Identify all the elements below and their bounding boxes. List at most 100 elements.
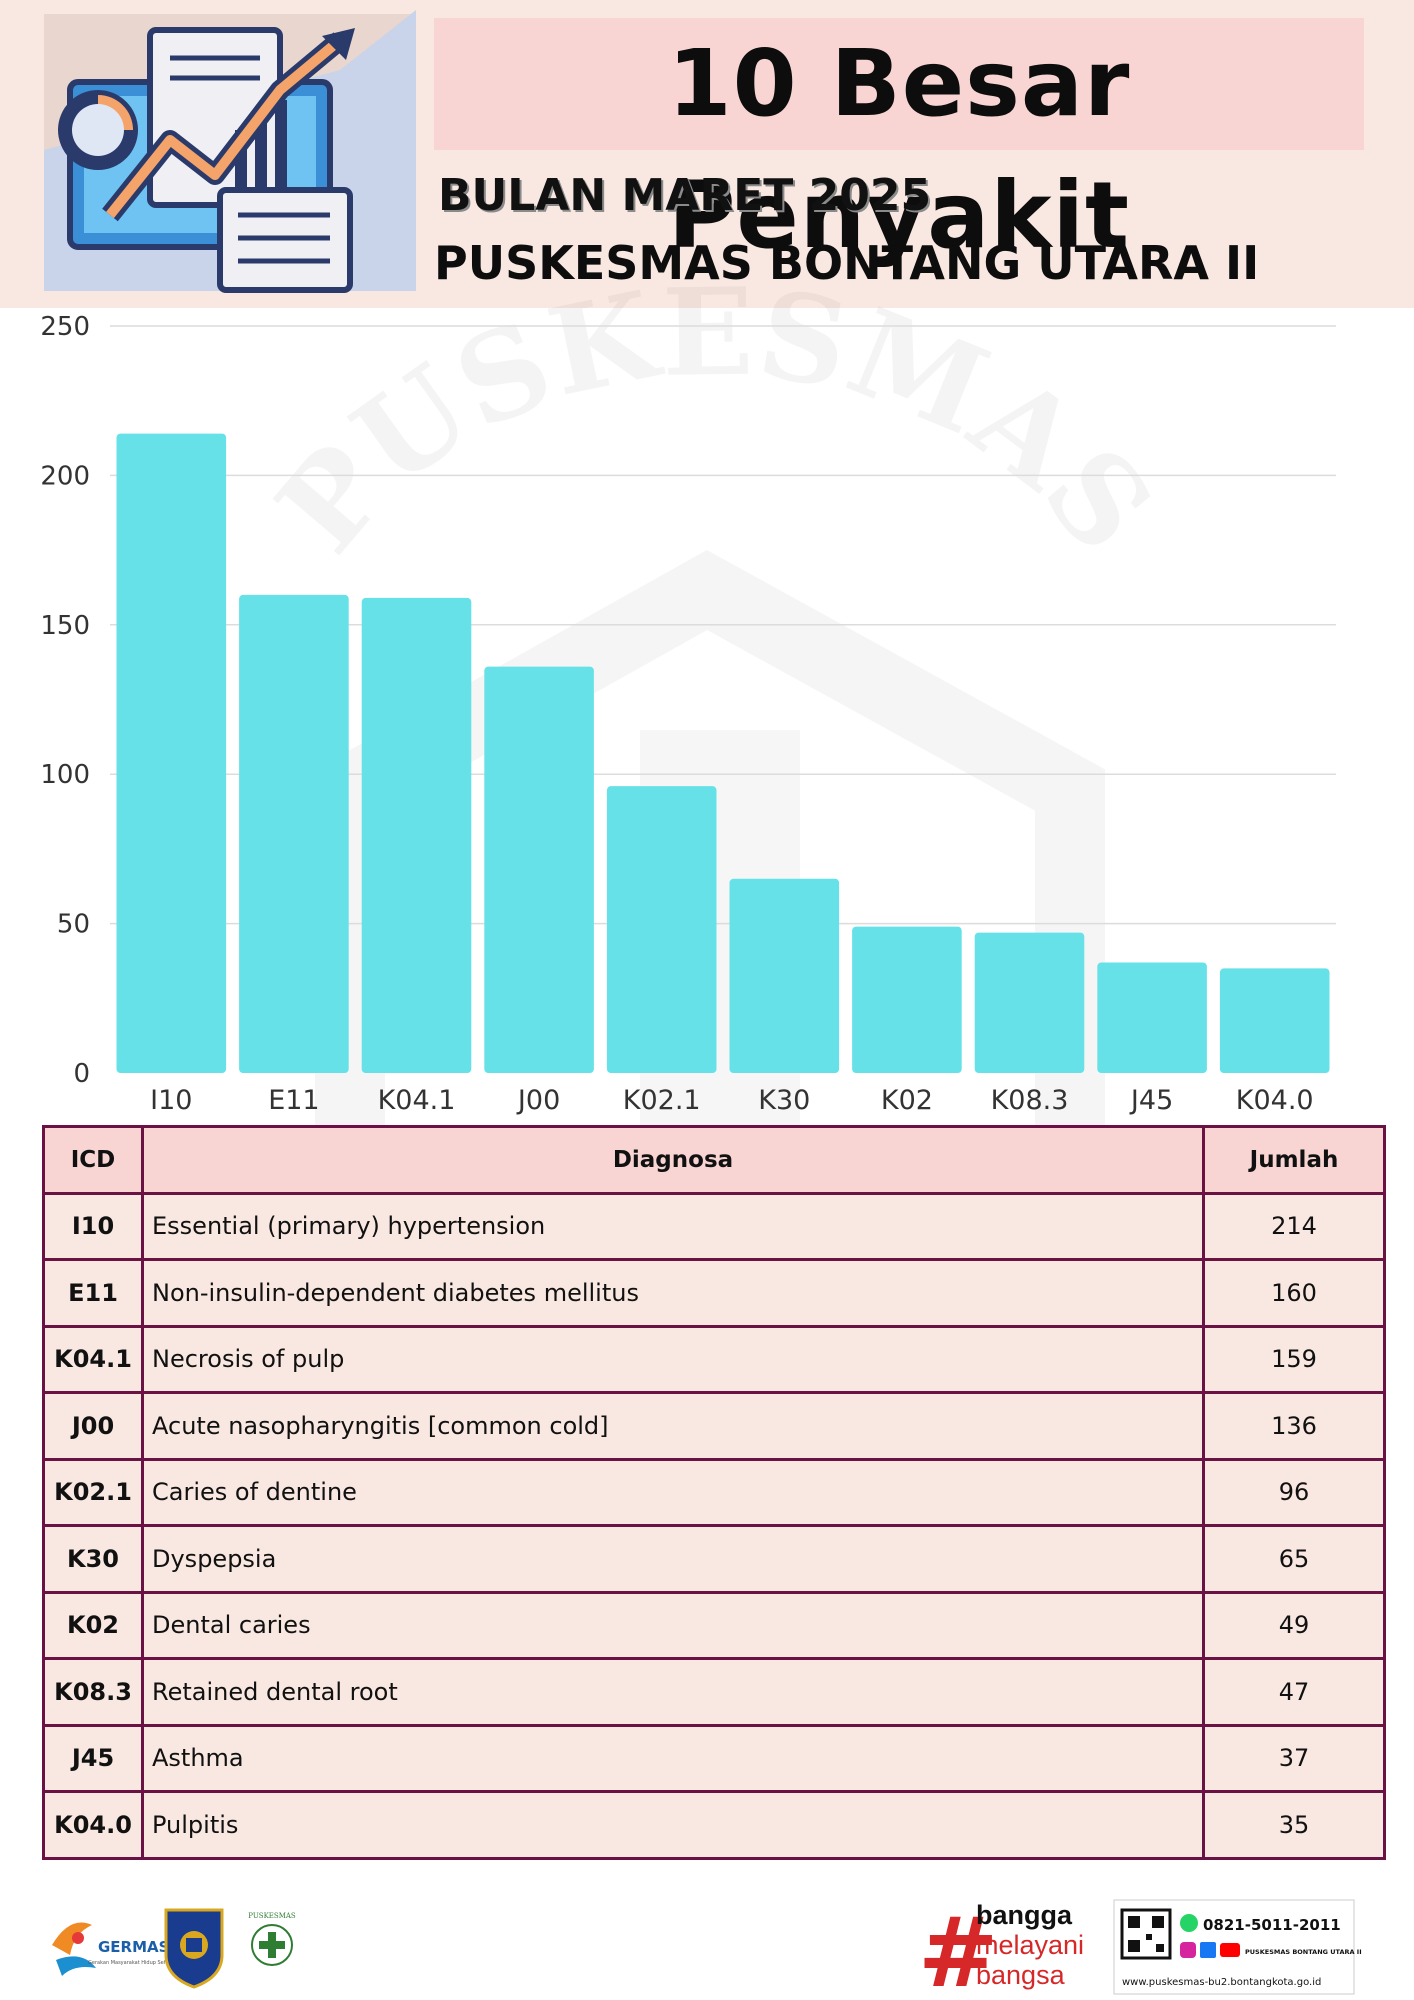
diagnosa-cell: Dental caries: [141, 1590, 1205, 1660]
bar-k02-1: [606, 786, 717, 1073]
jumlah-cell: 49: [1202, 1590, 1386, 1660]
table-header-row: ICD Diagnosa Jumlah: [42, 1125, 1386, 1195]
jumlah-cell: 37: [1202, 1723, 1386, 1793]
y-tick-label: 250: [40, 312, 90, 342]
disease-table: ICD Diagnosa Jumlah I10 Essential (prima…: [42, 1125, 1386, 1860]
x-tick-label: K08.3: [991, 1085, 1069, 1116]
bars: [116, 433, 1330, 1073]
bar-j00: [484, 666, 594, 1073]
bar-i10: [116, 433, 227, 1073]
slogan-line3: bangsa: [976, 1960, 1066, 1990]
x-tick-label: K30: [758, 1085, 810, 1116]
page-title: 10 Besar Penyakit: [667, 30, 1131, 269]
table-row: K08.3 Retained dental root 47: [42, 1657, 1386, 1727]
y-tick-label: 200: [40, 461, 90, 491]
footer: GERMAS Gerakan Masyarakat Hidup Sehat PU…: [52, 1897, 1362, 2000]
organization-name: PUSKESMAS BONTANG UTARA II: [434, 236, 1260, 290]
x-tick-label: K04.0: [1236, 1085, 1314, 1116]
table-row: J45 Asthma 37: [42, 1723, 1386, 1793]
diagnosa-cell: Dyspepsia: [141, 1524, 1205, 1594]
bar-k02: [852, 926, 962, 1073]
diagnosa-cell: Caries of dentine: [141, 1457, 1205, 1527]
x-tick-label: J00: [516, 1085, 560, 1116]
table-row: K02 Dental caries 49: [42, 1590, 1386, 1660]
y-tick-label: 50: [57, 910, 90, 940]
diagnosa-cell: Necrosis of pulp: [141, 1324, 1205, 1394]
diagnosa-cell: Pulpitis: [141, 1790, 1205, 1860]
youtube-icon: [1220, 1943, 1240, 1957]
table-row: K04.0 Pulpitis 35: [42, 1790, 1386, 1860]
slogan: # bangga melayani bangsa: [918, 1897, 1084, 2000]
facebook-icon: [1200, 1942, 1216, 1958]
jumlah-cell: 136: [1202, 1391, 1386, 1461]
jumlah-cell: 65: [1202, 1524, 1386, 1594]
col-header-jumlah: Jumlah: [1202, 1125, 1386, 1195]
icd-cell: E11: [42, 1258, 144, 1328]
diagnosa-cell: Asthma: [141, 1723, 1205, 1793]
icd-cell: K04.1: [42, 1324, 144, 1394]
contact-card: 0821-5011-2011 PUSKESMAS BONTANG UTARA I…: [1113, 1899, 1362, 1995]
x-axis-labels: I10 E11 K04.1 J00 K02.1 K30 K02 K08.3 J45 K04.0: [150, 1085, 1313, 1116]
table-row: K02.1 Caries of dentine 96: [42, 1457, 1386, 1527]
table-row: E11 Non-insulin-dependent diabetes melli…: [42, 1258, 1386, 1328]
table-row: K04.1 Necrosis of pulp 159: [42, 1324, 1386, 1394]
jumlah-cell: 159: [1202, 1324, 1386, 1394]
header: 10 Besar Penyakit BULAN MARET 2025 PUSKE…: [0, 0, 1414, 308]
slogan-line2: melayani: [976, 1930, 1084, 1960]
report-growth-chart-icon: [44, 10, 416, 293]
icd-cell: K02.1: [42, 1457, 144, 1527]
diagnosa-cell: Retained dental root: [141, 1657, 1205, 1727]
bar-k30: [729, 878, 840, 1073]
table-row: I10 Essential (primary) hypertension 214: [42, 1191, 1386, 1261]
city-crest-logo: [164, 1908, 224, 1989]
slogan-line1: bangga: [976, 1900, 1073, 1930]
germas-logo: GERMAS Gerakan Masyarakat Hidup Sehat: [52, 1922, 172, 1976]
jumlah-cell: 214: [1202, 1191, 1386, 1261]
diagnosa-cell: Essential (primary) hypertension: [141, 1191, 1205, 1261]
bar-k08-3: [974, 932, 1085, 1073]
puskesmas-logo-text: PUSKESMAS: [248, 1912, 296, 1920]
icd-cell: K08.3: [42, 1657, 144, 1727]
x-tick-label: K02.1: [623, 1085, 701, 1116]
icd-cell: J00: [42, 1391, 144, 1461]
x-tick-label: J45: [1129, 1085, 1173, 1116]
icd-cell: K02: [42, 1590, 144, 1660]
qr-code-icon: [1120, 1908, 1172, 1960]
slogan-hash: #: [918, 1897, 998, 2000]
table-row: K30 Dyspepsia 65: [42, 1524, 1386, 1594]
y-tick-label: 100: [40, 760, 90, 790]
col-header-icd: ICD: [42, 1125, 144, 1195]
x-tick-label: K04.1: [378, 1085, 456, 1116]
title-banner: 10 Besar Penyakit: [434, 18, 1364, 269]
whatsapp-icon: [1180, 1914, 1198, 1932]
x-tick-label: K02: [881, 1085, 933, 1116]
col-header-diagnosa: Diagnosa: [141, 1125, 1205, 1195]
instagram-icon: [1180, 1942, 1196, 1958]
jumlah-cell: 160: [1202, 1258, 1386, 1328]
jumlah-cell: 47: [1202, 1657, 1386, 1727]
jumlah-cell: 35: [1202, 1790, 1386, 1860]
icd-cell: K30: [42, 1524, 144, 1594]
social-account-name: PUSKESMAS BONTANG UTARA II: [1245, 1948, 1362, 1956]
disease-bar-chart: 0 50 100 150 200 250 I10 E11 K04.1 J00 K02.1 K30 K0…: [40, 312, 1336, 1116]
icd-cell: K04.0: [42, 1790, 144, 1860]
bar-j45: [1097, 962, 1207, 1073]
y-axis-ticks: 0 50 100 150 200 250: [40, 312, 90, 1089]
table-row: J00 Acute nasopharyngitis [common cold] …: [42, 1391, 1386, 1461]
icd-cell: I10: [42, 1191, 144, 1261]
y-tick-label: 150: [40, 611, 90, 641]
x-tick-label: E11: [268, 1085, 319, 1116]
diagnosa-cell: Acute nasopharyngitis [common cold]: [141, 1391, 1205, 1461]
bar-k04-1: [361, 597, 472, 1073]
bar-e11: [239, 594, 349, 1073]
germas-label: GERMAS: [98, 1938, 169, 1956]
y-tick-label: 0: [73, 1059, 90, 1089]
germas-tagline: Gerakan Masyarakat Hidup Sehat: [88, 1960, 172, 1966]
puskesmas-logo: PUSKESMAS: [248, 1912, 296, 1966]
website-url: www.puskesmas-bu2.bontangkota.go.id: [1122, 1977, 1321, 1988]
x-tick-label: I10: [150, 1085, 192, 1116]
period-subtitle: BULAN MARET 2025: [438, 170, 932, 221]
diagnosa-cell: Non-insulin-dependent diabetes mellitus: [141, 1258, 1205, 1328]
jumlah-cell: 96: [1202, 1457, 1386, 1527]
bar-k04-0: [1219, 968, 1330, 1073]
